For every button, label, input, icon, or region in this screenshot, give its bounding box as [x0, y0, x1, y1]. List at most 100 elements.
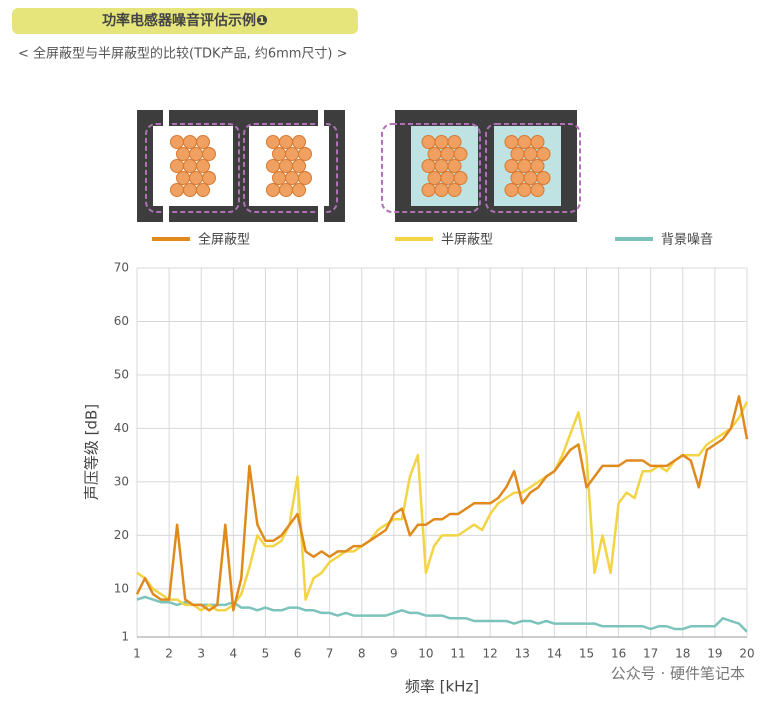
x-tick-label: 3 — [197, 647, 205, 661]
wire — [196, 183, 210, 197]
legend-label: 半屏蔽型 — [441, 233, 493, 248]
y-axis-label: 声压等级 [dB] — [83, 404, 101, 500]
wire — [434, 183, 449, 197]
legend-label: 全屏蔽型 — [198, 232, 250, 248]
chart-subtitle: < 全屏蔽型与半屏蔽型的比较(TDK产品, 约6mm尺寸) > — [18, 46, 348, 62]
x-tick-label: 10 — [418, 647, 433, 661]
title-box — [12, 8, 358, 34]
wire — [292, 135, 306, 149]
x-tick-label: 14 — [547, 647, 562, 661]
y-tick-label: 10 — [114, 581, 129, 595]
wire — [440, 147, 455, 161]
wire — [510, 147, 525, 161]
wire — [427, 147, 442, 161]
x-tick-label: 5 — [262, 647, 270, 661]
wire — [176, 147, 190, 161]
wire — [440, 171, 455, 185]
series-line — [135, 395, 749, 612]
wire — [170, 159, 184, 173]
wire — [523, 147, 538, 161]
wire — [504, 159, 519, 173]
wire — [421, 159, 436, 173]
wire — [266, 159, 280, 173]
wire — [447, 183, 462, 197]
x-tick-label: 17 — [643, 647, 658, 661]
y-tick-label: 30 — [114, 474, 129, 488]
wire — [517, 183, 532, 197]
wire — [170, 183, 184, 197]
wire — [523, 171, 538, 185]
x-tick-label: 2 — [165, 647, 173, 661]
y-tick-label: 1 — [121, 630, 129, 644]
x-tick-label: 20 — [739, 647, 754, 661]
wire — [434, 135, 449, 149]
wire — [285, 147, 299, 161]
wire — [170, 135, 184, 149]
wire — [530, 135, 545, 149]
wire — [292, 183, 306, 197]
x-tick-label: 9 — [390, 647, 398, 661]
wire — [292, 159, 306, 173]
wire — [517, 159, 532, 173]
wire — [183, 159, 197, 173]
gap — [163, 204, 169, 222]
wire — [536, 147, 551, 161]
wire — [530, 159, 545, 173]
y-tick-label: 60 — [114, 314, 129, 328]
wire — [272, 147, 286, 161]
x-tick-label: 13 — [515, 647, 530, 661]
flux-path — [485, 123, 581, 213]
x-tick-label: 4 — [229, 647, 237, 661]
x-tick-label: 18 — [675, 647, 690, 661]
wire — [453, 147, 468, 161]
wire — [202, 147, 216, 161]
wire — [202, 171, 216, 185]
x-tick-label: 7 — [326, 647, 334, 661]
chart-title: 功率电感器噪音评估示例❶ — [102, 12, 268, 29]
wire — [266, 135, 280, 149]
wire — [183, 183, 197, 197]
series-line — [136, 595, 748, 633]
gap — [318, 204, 324, 222]
wire — [421, 183, 436, 197]
wire — [504, 183, 519, 197]
flux-path — [145, 123, 240, 213]
y-tick-label: 70 — [114, 261, 129, 275]
wire — [279, 135, 293, 149]
wire — [196, 135, 210, 149]
wire — [504, 135, 519, 149]
legend-label: 背景噪音 — [661, 232, 713, 248]
wire — [189, 171, 203, 185]
wire — [279, 159, 293, 173]
wire — [453, 171, 468, 185]
wire — [266, 183, 280, 197]
wire — [298, 171, 312, 185]
flux-path — [381, 123, 481, 213]
wire — [434, 159, 449, 173]
series-line — [136, 401, 749, 612]
wire — [510, 171, 525, 185]
wire — [447, 159, 462, 173]
x-tick-label: 8 — [358, 647, 366, 661]
wire — [176, 171, 190, 185]
x-axis-label: 频率 [kHz] — [405, 678, 479, 696]
x-tick-label: 16 — [611, 647, 626, 661]
x-tick-label: 12 — [483, 647, 498, 661]
x-tick-label: 19 — [707, 647, 722, 661]
wire — [183, 135, 197, 149]
gap — [163, 110, 169, 128]
wire — [530, 183, 545, 197]
wire — [196, 159, 210, 173]
y-tick-label: 50 — [114, 367, 129, 381]
x-tick-label: 1 — [133, 647, 141, 661]
inductor-diagrams — [137, 110, 581, 222]
wire — [285, 171, 299, 185]
wire — [427, 171, 442, 185]
x-tick-label: 6 — [294, 647, 302, 661]
wire — [421, 135, 436, 149]
wire — [279, 183, 293, 197]
flux-path — [243, 123, 338, 213]
y-tick-label: 20 — [114, 528, 129, 542]
wire — [447, 135, 462, 149]
